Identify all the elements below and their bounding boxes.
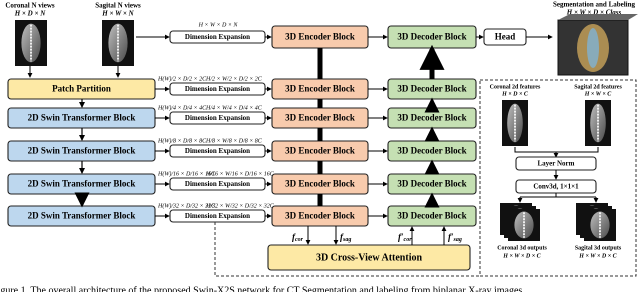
encoder-block-label: 3D Encoder Block (285, 146, 355, 156)
swin-block-label: 2D Swin Transformer Block (28, 179, 136, 189)
attention-box (267, 244, 471, 271)
attention-label: 3D Cross-View Attention (316, 252, 423, 263)
dimension-expansion-label: Dimension Expansion (185, 114, 250, 122)
panel-dims: H × D × C (501, 91, 529, 97)
layer-norm-label: Layer Norm (538, 160, 575, 168)
dims-label: H/2 × W/2 × D/2 × 2C (205, 76, 263, 82)
f-sag: fsag (340, 232, 351, 243)
output-dims: H × W × D × Class (566, 9, 622, 17)
dimension-expansion-label: Dimension Expansion (185, 212, 250, 220)
dims-label: H/8 × W/8 × D/8 × 8C (205, 138, 263, 144)
dims-label: H(W)/32 × D/32 × 32C (157, 202, 216, 209)
swin-block-label: 2D Swin Transformer Block (28, 146, 136, 156)
encoder-block-label: 3D Encoder Block (285, 113, 355, 123)
patch-partition-label: Patch Partition (52, 84, 111, 94)
decoder-block-label: 3D Decoder Block (397, 113, 466, 123)
panel (479, 79, 637, 277)
panel-dims: H × W × D × C (502, 253, 541, 259)
encoder-block-label: 3D Encoder Block (285, 179, 355, 189)
f-cor: fcor (292, 232, 304, 243)
subscript: cor (295, 237, 304, 243)
f-sag-out: f′sag (448, 232, 462, 243)
panel-label: Coronal 2d features (490, 84, 541, 90)
decoder-block-label: 3D Decoder Block (397, 179, 466, 189)
dims-label: H/4 × W/4 × D/4 × 4C (205, 104, 263, 111)
symbol: f (340, 232, 344, 242)
decoder-block-label: 3D Decoder Block (397, 32, 466, 42)
head-label: Head (495, 32, 516, 42)
arrow (514, 147, 599, 153)
panel-label: Coronal 3d outputs (497, 245, 547, 251)
dims-label: H(W)/2 × D/2 × 2C (157, 75, 207, 82)
panel-label: Sagital 3d outputs (575, 245, 622, 251)
encoder-block-label: 3D Encoder Block (285, 32, 355, 42)
dims-label: H/32 × W/32 × D/32 × 32C (205, 203, 275, 209)
conv3d-label: Conv3d, 1×1×1 (533, 183, 579, 191)
symbol: f′ (448, 232, 454, 242)
dashed-link (214, 222, 480, 277)
dims-label: H(W)/16 × D/16 × 16C (157, 170, 216, 177)
symbol: f′ (398, 232, 404, 242)
dims-label: H(W)/8 × D/8 × 8C (157, 137, 207, 144)
decoder-block-label: 3D Decoder Block (397, 146, 466, 156)
panel-label: Sagital 2d features (574, 84, 622, 90)
caption: Figure 1. The overall architecture of th… (0, 285, 525, 292)
dims-label: H/16 × W/16 × D/16 × 16C (205, 171, 275, 177)
decoder-block-label: 3D Decoder Block (397, 84, 466, 94)
symbol: f (292, 232, 296, 242)
encoder-block-label: 3D Encoder Block (285, 84, 355, 94)
dimension-expansion-label: Dimension Expansion (185, 147, 250, 155)
output-volume-top (558, 14, 638, 20)
subscript: sag (342, 237, 351, 243)
dimension-expansion-label: Dimension Expansion (185, 33, 250, 41)
subscript: sag (453, 237, 462, 243)
dims-label: H(W)/4 × D/4 × 4C (157, 104, 207, 111)
panel-dims: H × W × C (584, 91, 613, 97)
swin-block-label: 2D Swin Transformer Block (28, 113, 136, 123)
panel-dims: H × W × D × C (578, 253, 617, 259)
f-cor-out: f′cor (398, 232, 412, 243)
input-title: Coronal N views (5, 2, 55, 10)
decoder-block-label: 3D Decoder Block (397, 211, 466, 221)
dims-label: H × W × D × N (198, 22, 239, 28)
subscript: cor (404, 237, 413, 243)
input-dims: H × D × N (14, 10, 46, 18)
output-labels (587, 28, 599, 68)
encoder-block-label: 3D Encoder Block (285, 211, 355, 221)
dimension-expansion-label: Dimension Expansion (185, 180, 250, 188)
arrow (520, 193, 596, 198)
output-title: Segmentation and Labeling (553, 1, 636, 9)
input-title: Sagital N views (95, 2, 141, 10)
input-dims: H × W × N (101, 10, 134, 18)
swin-block-label: 2D Swin Transformer Block (28, 211, 136, 221)
dimension-expansion-label: Dimension Expansion (185, 85, 250, 93)
